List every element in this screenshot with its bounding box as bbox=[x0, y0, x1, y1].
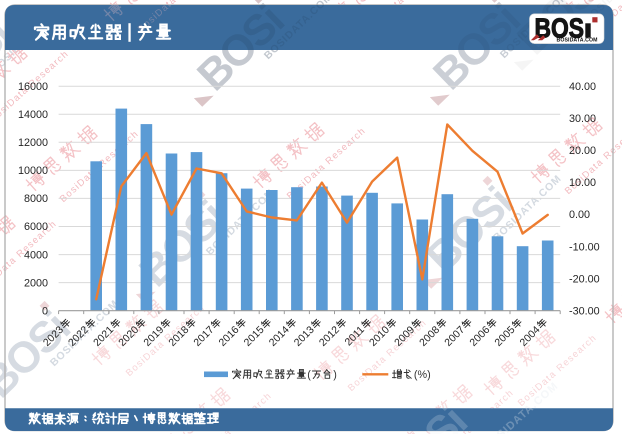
svg-text:0.00: 0.00 bbox=[569, 209, 590, 221]
svg-text:2000: 2000 bbox=[24, 277, 48, 289]
svg-text:10.00: 10.00 bbox=[569, 177, 596, 189]
svg-text:8000: 8000 bbox=[24, 193, 48, 205]
svg-text:6000: 6000 bbox=[24, 221, 48, 233]
svg-text:40.00: 40.00 bbox=[569, 81, 596, 93]
svg-text:10000: 10000 bbox=[18, 165, 48, 177]
svg-text:-30.00: -30.00 bbox=[569, 305, 600, 317]
svg-text:12000: 12000 bbox=[18, 137, 48, 149]
svg-text:20.00: 20.00 bbox=[569, 145, 596, 157]
svg-text:): ) bbox=[333, 369, 337, 381]
svg-text:16000: 16000 bbox=[18, 81, 48, 93]
svg-text:4000: 4000 bbox=[24, 249, 48, 261]
svg-text:(: ( bbox=[307, 369, 311, 381]
svg-text:0: 0 bbox=[42, 305, 48, 317]
svg-text:BOSIDATA.COM: BOSIDATA.COM bbox=[557, 37, 598, 43]
svg-text:(%): (%) bbox=[414, 369, 431, 381]
svg-text:30.00: 30.00 bbox=[569, 113, 596, 125]
svg-text:-10.00: -10.00 bbox=[569, 241, 600, 253]
svg-text:14000: 14000 bbox=[18, 109, 48, 121]
svg-text:-20.00: -20.00 bbox=[569, 273, 600, 285]
